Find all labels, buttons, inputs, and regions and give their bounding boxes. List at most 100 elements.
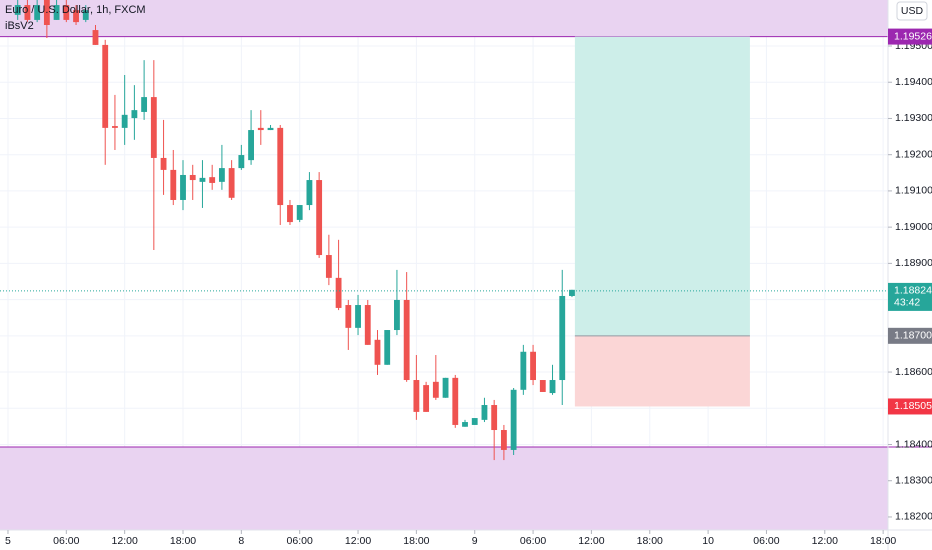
x-tick-label: 12:00 — [112, 535, 138, 547]
candle-body — [559, 295, 566, 381]
candle-body — [257, 127, 264, 131]
candle-body — [24, 5, 31, 20]
candle-body — [355, 305, 361, 328]
candle-body — [403, 299, 410, 381]
x-tick-label: 18:00 — [403, 535, 429, 547]
candle-body — [82, 10, 89, 20]
y-tick-label: 1.18400 — [895, 438, 932, 450]
candle-body — [491, 405, 498, 431]
candle-body — [335, 277, 342, 308]
y-tick-label: 1.19400 — [895, 76, 932, 88]
candle-body — [432, 381, 439, 398]
candle-body — [471, 418, 478, 425]
candle-body — [43, 0, 50, 25]
candle-body — [500, 430, 507, 450]
x-tick-label: 06:00 — [53, 535, 79, 547]
candle-body — [549, 380, 556, 394]
candle-body — [423, 385, 430, 412]
countdown: 43:42 — [894, 297, 920, 309]
candle-body — [384, 330, 391, 365]
candle-body — [14, 5, 21, 15]
candle-body — [520, 351, 527, 390]
candle-body — [325, 255, 332, 278]
y-tick-label: 1.18900 — [895, 257, 932, 269]
candle-body — [316, 180, 323, 256]
candle-body — [287, 205, 293, 223]
price-tag-label: 1.18505 — [894, 400, 932, 412]
x-tick-label: 9 — [472, 535, 478, 547]
candle-body — [63, 5, 70, 20]
candle-body — [189, 174, 196, 181]
candle-body — [121, 114, 128, 128]
candle-body — [131, 110, 138, 119]
indicator-name: iBsV2 — [5, 20, 34, 32]
y-tick-label: 1.18300 — [895, 475, 932, 487]
y-tick-label: 1.19000 — [895, 221, 932, 233]
candle-body — [442, 377, 449, 398]
candle-body — [277, 127, 284, 206]
price-tag — [888, 282, 932, 311]
x-tick-label: 06:00 — [287, 535, 313, 547]
candle-body — [510, 389, 517, 450]
candle-body — [218, 168, 225, 182]
candle-body — [306, 180, 313, 206]
candle-body — [112, 126, 118, 128]
candle-body — [160, 157, 167, 170]
candle-body — [209, 177, 216, 183]
x-tick-label: 06:00 — [753, 535, 779, 547]
candle-body — [462, 422, 468, 427]
candle-body — [267, 127, 274, 131]
chart-title: Euro / U.S. Dollar, 1h, FXCM — [5, 4, 146, 16]
price-tag — [888, 327, 932, 344]
candle-body — [394, 299, 400, 331]
x-tick-label: 18:00 — [170, 535, 196, 547]
x-tick-label: 18:00 — [637, 535, 663, 547]
candle-body — [296, 205, 303, 220]
candle-body — [364, 305, 371, 345]
candle-body — [180, 174, 186, 200]
x-tick-label: 12:00 — [812, 535, 838, 547]
zone — [0, 447, 888, 530]
candle-body — [150, 97, 157, 158]
candle-body — [481, 405, 488, 420]
x-tick-label: 12:00 — [345, 535, 371, 547]
x-tick-label: 06:00 — [520, 535, 546, 547]
y-tick-label: 1.19200 — [895, 148, 932, 160]
candle-body — [92, 30, 99, 45]
x-tick-label: 10 — [702, 535, 714, 547]
plot-area — [0, 0, 932, 530]
profit-zone — [574, 36, 750, 336]
candle-body — [530, 351, 536, 381]
currency: USD — [901, 5, 924, 17]
candle-body — [34, 5, 41, 20]
candle-body — [452, 377, 459, 425]
y-tick-label: 1.18200 — [895, 511, 932, 523]
candle-body — [539, 380, 546, 392]
zone — [0, 0, 888, 37]
candle-body — [345, 305, 352, 328]
candle-body — [248, 130, 254, 161]
candle-body — [238, 155, 245, 169]
candle-body — [141, 97, 148, 112]
candle-body — [413, 380, 420, 412]
price-tag-label: 1.18824 — [894, 285, 932, 297]
x-tick-label: 18:00 — [870, 535, 896, 547]
price-tag-label: 1.19526 — [894, 30, 932, 42]
candle-body — [199, 177, 206, 182]
candle-body — [569, 289, 575, 296]
x-tick-label: 12:00 — [578, 535, 604, 547]
x-tick-label: 8 — [238, 535, 244, 547]
y-tick-label: 1.18600 — [895, 366, 932, 378]
candle-body — [53, 5, 60, 20]
price-tag — [888, 28, 932, 45]
candle-body — [228, 168, 235, 198]
y-tick-label: 1.19300 — [895, 112, 932, 124]
price-tag-label: 1.18700 — [894, 330, 932, 342]
candle-body — [102, 44, 109, 128]
currency-button[interactable] — [896, 1, 928, 21]
y-tick-label: 1.19100 — [895, 185, 932, 197]
candle-body — [73, 10, 79, 23]
x-tick-label: 5 — [5, 535, 11, 547]
price-tag — [888, 398, 932, 415]
